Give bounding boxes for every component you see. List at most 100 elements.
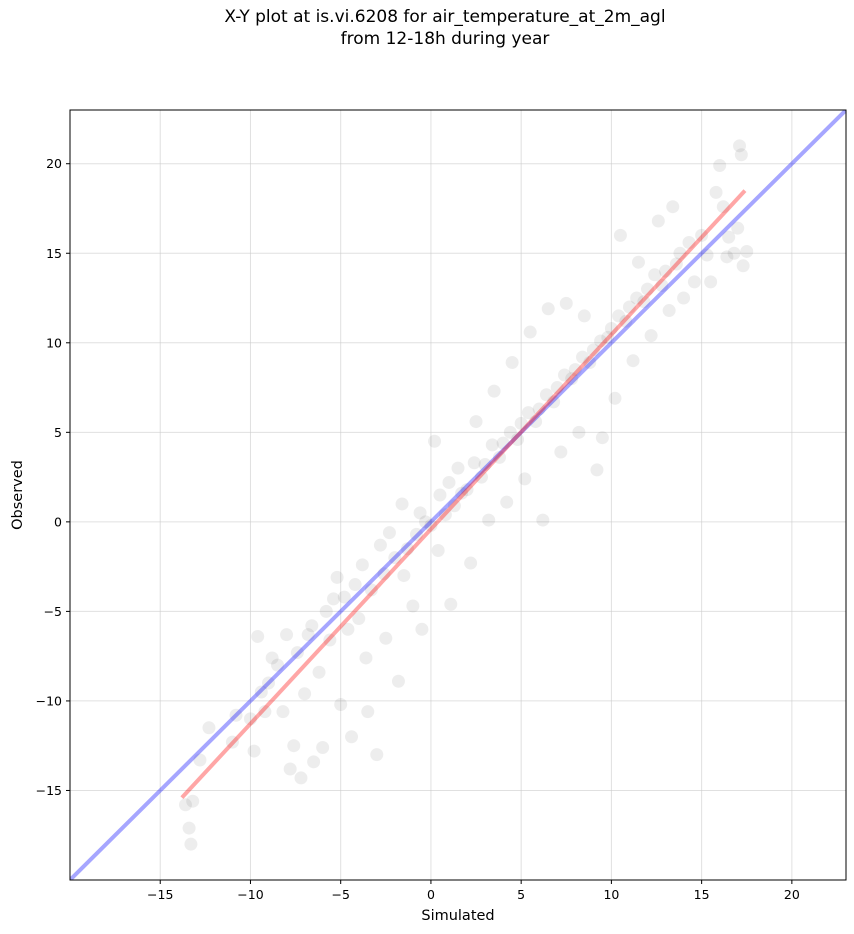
scatter-point	[604, 321, 618, 335]
scatter-point	[474, 470, 488, 484]
scatter-point	[673, 246, 687, 260]
scatter-point	[612, 309, 626, 323]
scatter-point	[733, 139, 747, 153]
scatter-point	[619, 314, 633, 328]
scatter-point	[709, 185, 723, 199]
scatter-point	[337, 590, 351, 604]
scatter-point	[193, 753, 207, 767]
scatter-point	[334, 698, 348, 712]
x-tick-label: −10	[237, 887, 263, 902]
scatter-point	[265, 651, 279, 665]
scatter-point	[424, 518, 438, 532]
scatter-point	[677, 291, 691, 305]
scatter-point	[550, 381, 564, 395]
y-tick-label: −10	[36, 693, 62, 708]
scatter-point	[541, 302, 555, 316]
scatter-point	[254, 685, 268, 699]
scatter-point	[655, 278, 669, 292]
x-tick-label: 10	[603, 887, 619, 902]
scatter-point	[577, 309, 591, 323]
scatter-point	[305, 619, 319, 633]
scatter-point	[568, 363, 582, 377]
scatter-point	[608, 391, 622, 405]
scatter-point	[704, 275, 718, 289]
scatter-point	[734, 148, 748, 162]
scatter-point	[722, 230, 736, 244]
scatter-point	[359, 651, 373, 665]
scatter-point	[659, 264, 673, 278]
scatter-point	[487, 384, 501, 398]
scatter-point	[290, 646, 304, 660]
scatter-point	[319, 604, 333, 618]
reference-lines	[70, 110, 846, 880]
scatter-point	[557, 368, 571, 382]
scatter-point	[243, 712, 257, 726]
scatter-point	[373, 538, 387, 552]
scatter-point	[586, 343, 600, 357]
scatter-point	[225, 735, 239, 749]
scatter-point	[493, 450, 507, 464]
y-tick-label: 10	[46, 335, 62, 350]
scatter-point	[395, 497, 409, 511]
scatter-point	[687, 275, 701, 289]
scatter-point	[348, 578, 362, 592]
chart-title: X-Y plot at is.vi.6208 for air_temperatu…	[0, 6, 854, 50]
scatter-point	[391, 674, 405, 688]
scatter-point	[323, 633, 337, 647]
scatter-points	[178, 139, 754, 851]
scatter-point	[444, 597, 458, 611]
scatter-point	[370, 748, 384, 762]
scatter-point	[518, 472, 532, 486]
scatter-point	[202, 721, 216, 735]
x-tick-label: −15	[147, 887, 173, 902]
scatter-point	[583, 355, 597, 369]
scatter-point	[539, 388, 553, 402]
scatter-point	[594, 334, 608, 348]
x-axis-label: Simulated	[421, 908, 494, 924]
scatter-point	[379, 631, 393, 645]
scatter-point	[355, 558, 369, 572]
scatter-point	[631, 255, 645, 269]
scatter-point	[622, 300, 636, 314]
scatter-point	[547, 395, 561, 409]
scatter-point	[601, 330, 615, 344]
scatter-point	[186, 794, 200, 808]
scatter-point	[554, 445, 568, 459]
scatter-point	[312, 665, 326, 679]
scatter-point	[576, 350, 590, 364]
scatter-point	[247, 744, 261, 758]
scatter-point	[352, 612, 366, 626]
scatter-point	[626, 354, 640, 368]
scatter-point	[178, 798, 192, 812]
fit-line	[180, 189, 747, 799]
scatter-point	[482, 513, 496, 527]
scatter-point	[464, 556, 478, 570]
scatter-point	[630, 291, 644, 305]
scatter-point	[559, 296, 573, 310]
scatter-point	[406, 599, 420, 613]
scatter-point	[637, 295, 651, 309]
scatter-point	[695, 228, 709, 242]
identity-line	[70, 110, 846, 880]
scatter-point	[451, 461, 465, 475]
scatter-point	[727, 246, 741, 260]
scatter-point	[438, 508, 452, 522]
scatter-point	[229, 708, 243, 722]
scatter-point	[330, 570, 344, 584]
scatter-point	[521, 406, 535, 420]
scatter-point	[682, 236, 696, 250]
scatter-point	[565, 372, 579, 386]
scatter-point	[669, 257, 683, 271]
scatter-point	[280, 628, 294, 642]
scatter-point	[460, 483, 474, 497]
scatter-point	[532, 402, 546, 416]
scatter-point	[382, 526, 396, 540]
scatter-point	[307, 755, 321, 769]
scatter-point	[341, 622, 355, 636]
scatter-point	[361, 705, 375, 719]
chart-title-line-1: X-Y plot at is.vi.6208 for air_temperatu…	[224, 7, 666, 27]
scatter-point	[523, 325, 537, 339]
scatter-point	[736, 259, 750, 273]
scatter-point	[428, 434, 442, 448]
scatter-point	[316, 740, 330, 754]
